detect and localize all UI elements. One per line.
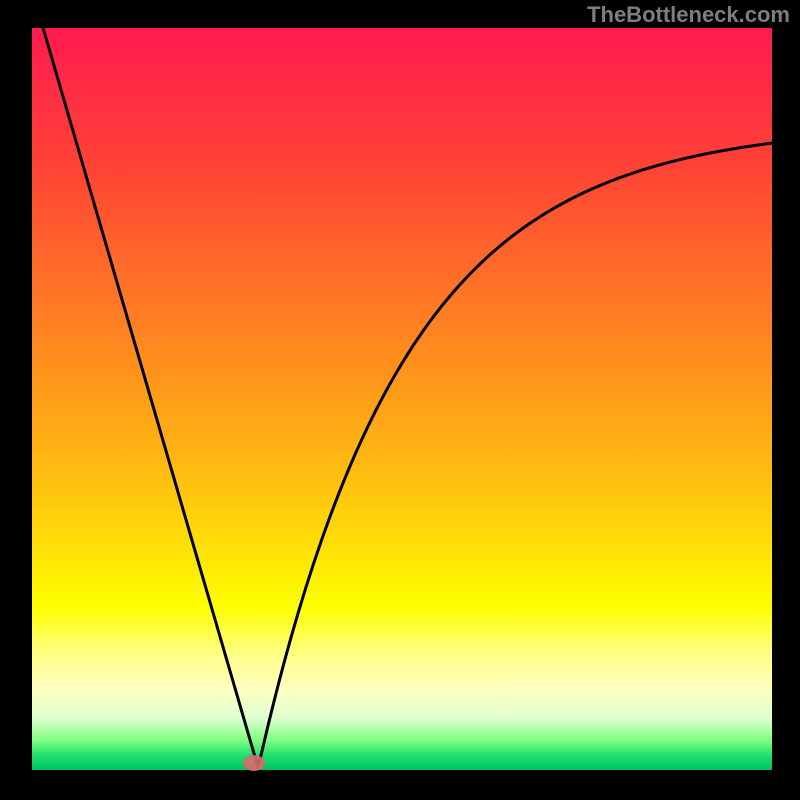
chart-curve-layer [32,28,772,770]
watermark-text: TheBottleneck.com [587,2,790,28]
bottleneck-curve [43,28,772,766]
curve-minimum-marker [243,755,265,771]
chart-gradient-area [32,28,772,770]
